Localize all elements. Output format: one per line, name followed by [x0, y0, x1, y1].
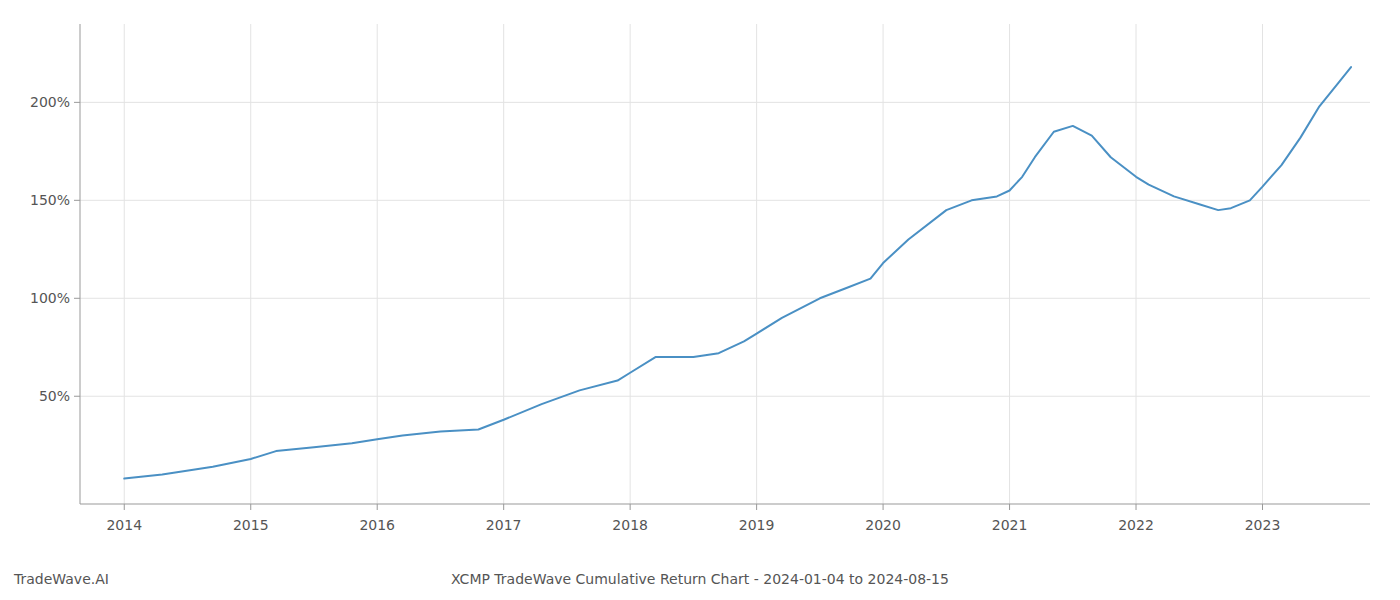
y-tick	[74, 298, 80, 299]
x-tick	[1136, 504, 1137, 510]
x-tick	[503, 504, 504, 510]
grid	[80, 24, 1370, 504]
x-grid-line	[1136, 24, 1137, 504]
x-tick-label: 2022	[1118, 517, 1154, 533]
x-grid-line	[756, 24, 757, 504]
line	[124, 67, 1351, 478]
title: XCMP TradeWave Cumulative Return Chart -…	[451, 571, 949, 587]
y-grid-line	[80, 102, 1370, 103]
x-grid-line	[503, 24, 504, 504]
x-tick	[1009, 504, 1010, 510]
x-tick	[250, 504, 251, 510]
y-tick	[74, 200, 80, 201]
x-tick-label: 2021	[992, 517, 1028, 533]
x-grid-line	[124, 24, 125, 504]
y-grid-line	[80, 298, 1370, 299]
y-axis-line	[80, 24, 81, 504]
x-tick-label: 2023	[1245, 517, 1281, 533]
x-tick	[756, 504, 757, 510]
x-tick-label: 2016	[359, 517, 395, 533]
series-group	[124, 67, 1351, 478]
x-tick	[1262, 504, 1263, 510]
x-tick	[630, 504, 631, 510]
x-tick-label: 2017	[486, 517, 522, 533]
y-tick-label: 100%	[30, 290, 70, 306]
x-grid-line	[1009, 24, 1010, 504]
watermark: TradeWave.AI	[13, 571, 109, 587]
chart: 2014 2015 2016 2017 2018 2019 2020 2021 2022 2023…	[0, 0, 1400, 600]
x-tick-label: 2015	[233, 517, 269, 533]
y-tick-label: 50%	[39, 388, 70, 404]
y-tick	[74, 102, 80, 103]
axes: 2014 2015 2016 2017 2018 2019 2020 2021 2022 2023…	[30, 24, 1370, 533]
x-axis-line	[80, 504, 1370, 505]
x-tick	[377, 504, 378, 510]
background	[0, 0, 1400, 600]
y-tick	[74, 396, 80, 397]
x-tick-label: 2018	[612, 517, 648, 533]
x-grid-line	[250, 24, 251, 504]
x-grid-line	[630, 24, 631, 504]
x-grid-line	[377, 24, 378, 504]
x-grid-line	[1262, 24, 1263, 504]
y-grid-line	[80, 396, 1370, 397]
x-tick	[883, 504, 884, 510]
y-grid-line	[80, 200, 1370, 201]
x-tick-label: 2019	[739, 517, 775, 533]
x-tick-label: 2014	[106, 517, 142, 533]
x-tick	[124, 504, 125, 510]
y-tick-label: 200%	[30, 94, 70, 110]
y-tick-label: 150%	[30, 192, 70, 208]
x-tick-label: 2020	[865, 517, 901, 533]
